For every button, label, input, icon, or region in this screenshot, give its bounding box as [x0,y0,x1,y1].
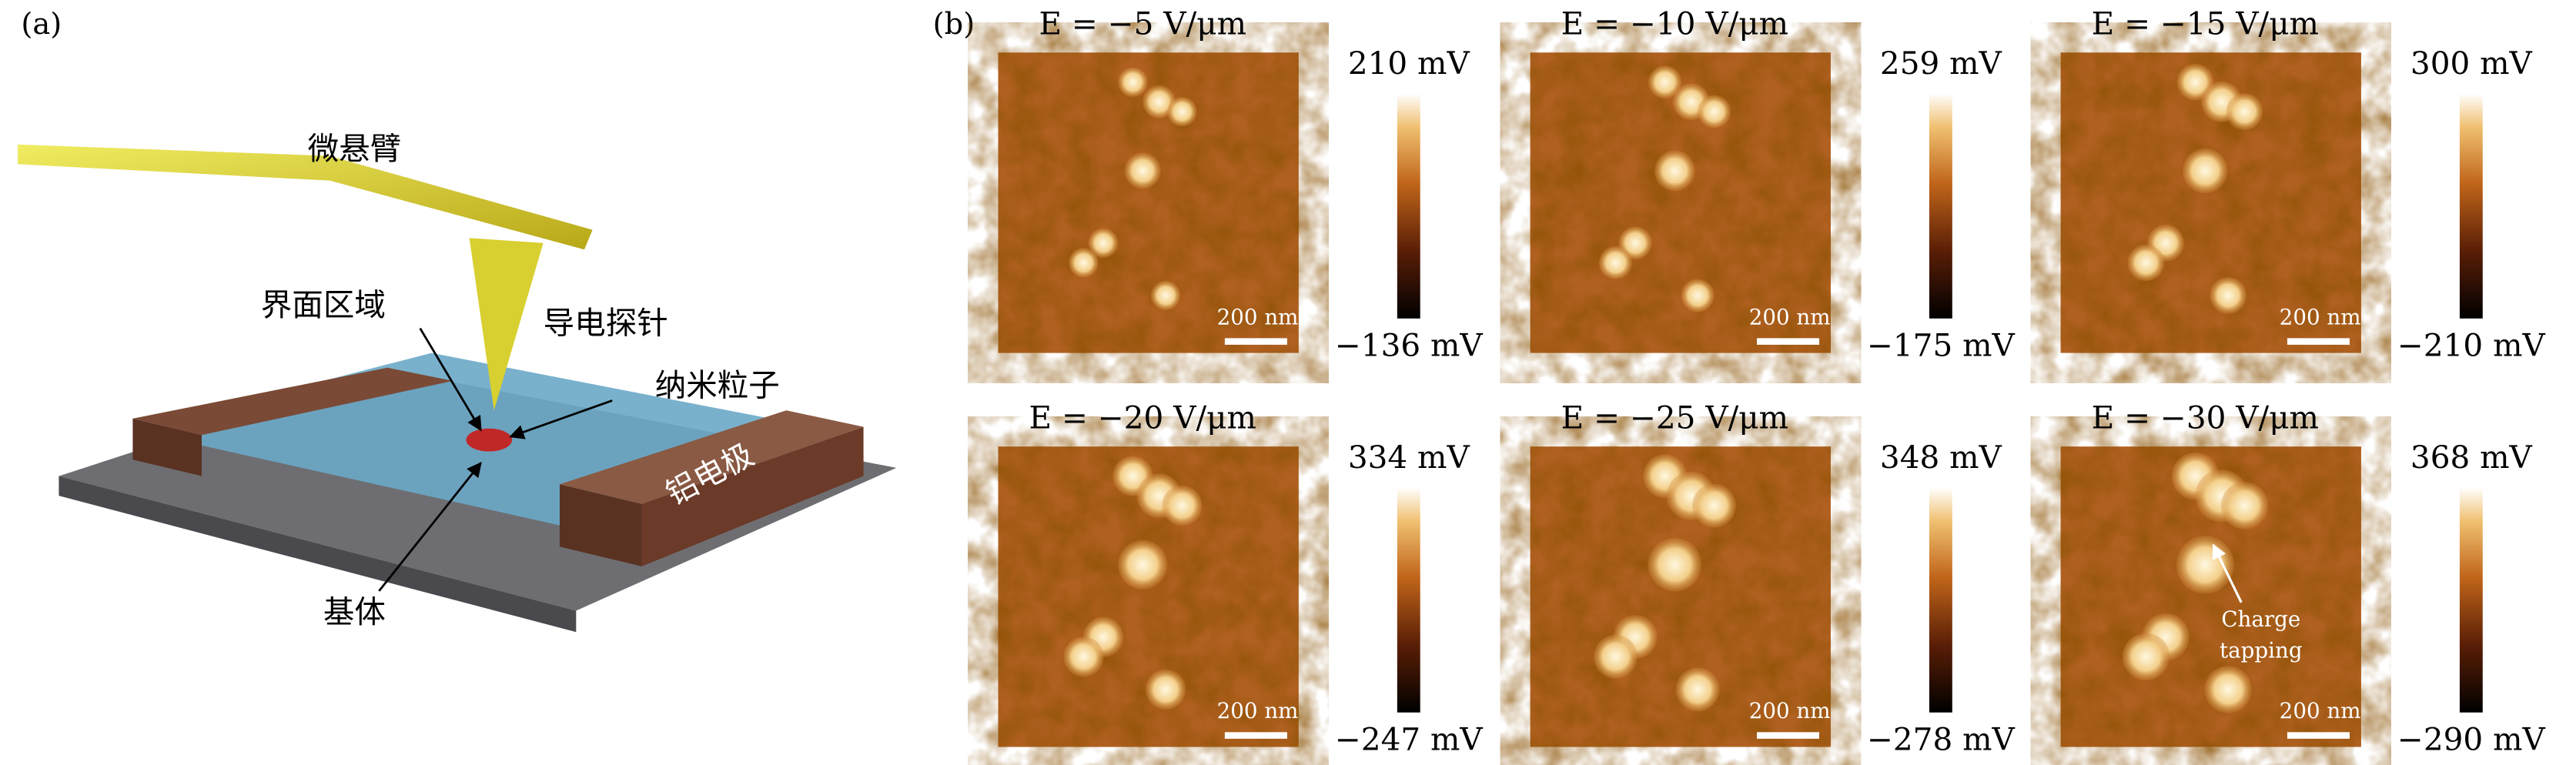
particle [1124,152,1161,189]
scale-bar [1756,732,1820,739]
particle [1118,67,1148,97]
particle [2183,148,2228,193]
map-panel: E = −20 V/μm 200 nm 334 mV −247 mV [998,399,1484,758]
map-panel: E = −15 V/μm 200 nm 300 mV −210 mV [2060,5,2546,364]
electrode [559,484,642,566]
colorbar [1929,487,1952,713]
particle [1599,246,1633,279]
particle [1118,540,1168,590]
scale-bar-label: 200 nm [1749,698,1831,723]
label: 导电探针 [544,304,668,341]
panel-a: (a) 微悬臂 界面区域 导电探针 纳米粒子 铝电极 基体 [18,7,897,633]
probe-tip [469,238,544,411]
particle [1063,636,1104,677]
electrode [132,367,453,436]
colorbar-min: −278 mV [1867,721,2016,758]
colorbar-min: −210 mV [2397,327,2546,364]
particle [2122,633,2170,680]
map-title: E = −20 V/μm [1029,399,1256,436]
colorbar-min: −247 mV [1335,721,1484,758]
label: 纳米粒子 [655,366,780,403]
particle [2210,277,2246,314]
scale-bar [2287,732,2350,739]
colorbar [2459,93,2483,319]
scale-bar-label: 200 nm [2280,304,2361,329]
colorbar [1929,93,1952,319]
particle [2127,244,2165,282]
particle [1162,485,1203,526]
annotation: Charge [2221,606,2300,632]
particle [1681,279,1715,312]
particle [1648,65,1682,99]
colorbar-max: 210 mV [1348,45,1470,82]
particle [2226,93,2263,130]
electrode [641,426,864,566]
particle [1692,483,1736,528]
panel-label: (b) [933,7,975,42]
arrow [509,399,613,439]
particle [1145,669,1186,710]
panel-label: (a) [21,7,62,42]
map-panel: E = −10 V/μm 200 nm 259 mV −175 mV [1530,5,2016,364]
colorbar-min: −175 mV [1867,327,2016,364]
colorbar [1397,93,1420,319]
annotation: tapping [2220,637,2303,663]
colorbar [2459,487,2483,713]
map-title: E = −25 V/μm [1561,399,1788,436]
map-title: E = −10 V/μm [1561,5,1788,42]
colorbar-max: 259 mV [1880,45,2002,82]
particle [1698,95,1731,129]
scale-bar [1224,338,1287,345]
scale-bar-label: 200 nm [2280,698,2361,723]
particle [2176,536,2234,594]
map-title: E = −30 V/μm [2092,399,2319,436]
colorbar-max: 300 mV [2410,45,2533,82]
particle [1654,150,1695,192]
particle [1088,228,1119,258]
particle [1167,96,1197,127]
particle [1594,634,1638,679]
map-panel: E = −25 V/μm 200 nm 348 mV −278 mV [1530,399,2016,758]
colorbar-min: −290 mV [2397,721,2546,758]
label: 基体 [323,593,386,630]
scale-bar [1756,338,1820,345]
scale-bar-label: 200 nm [1749,304,1831,329]
arrow [2212,543,2243,603]
particle [1069,248,1099,278]
arrow [378,461,482,592]
arrow [419,327,482,432]
map-title: E = −15 V/μm [2092,5,2319,42]
colorbar-max: 348 mV [1880,439,2002,476]
colorbar-max: 334 mV [1348,439,1470,476]
particle [1675,667,1720,712]
electrode [559,410,864,504]
colorbar-min: −136 mV [1335,327,1484,364]
scale-bar [1224,732,1287,739]
label: 界面区域 [261,286,386,323]
scale-bar-label: 200 nm [1217,304,1299,329]
scale-bar [2287,338,2350,345]
particle [1648,538,1702,592]
particle [1142,85,1176,119]
colorbar-max: 368 mV [2410,439,2533,476]
cantilever [18,144,593,250]
substrate-edge [59,476,577,633]
map-title: E = −5 V/μm [1039,5,1246,42]
particle [2204,666,2252,713]
map-panel: E = −30 V/μm 200 nm 368 mV −290 mV Charge tap… [2060,399,2546,758]
particle [1150,280,1181,311]
map-panel: E = −5 V/μm 200 nm 210 mV −136 mV [998,5,1484,364]
nanoparticle [466,428,513,452]
particle [2220,482,2269,529]
electrode [132,418,202,476]
scale-bar-label: 200 nm [1217,698,1299,723]
label: 微悬臂 [308,130,402,167]
colorbar [1397,487,1420,713]
